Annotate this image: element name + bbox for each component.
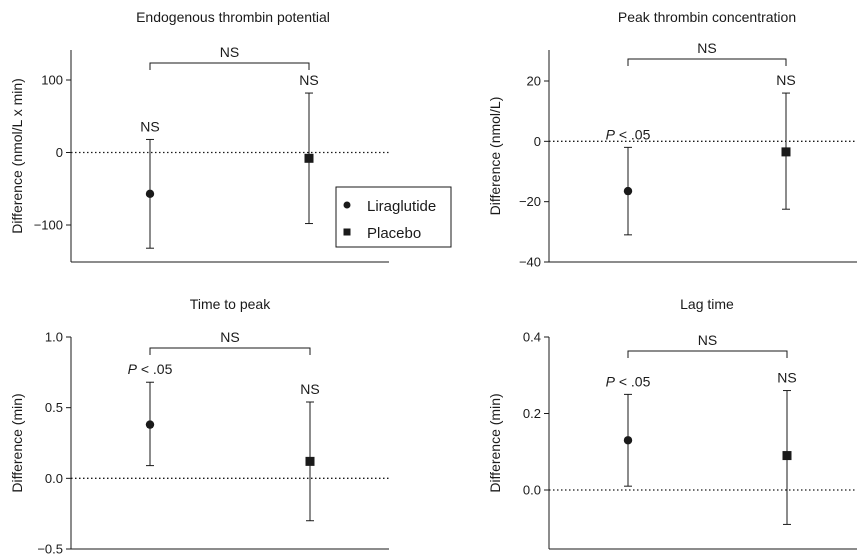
- comparison-bracket: [149, 62, 310, 70]
- significance-label-placebo: NS: [776, 72, 795, 88]
- y-tick-label: 0.4: [523, 330, 541, 345]
- significance-label-placebo: NS: [299, 72, 318, 88]
- point-liraglutide: [623, 436, 633, 445]
- legend-marker-placebo: [343, 228, 351, 236]
- chart-title: Time to peak: [190, 296, 271, 312]
- y-tick-label: −40: [519, 255, 541, 270]
- point-liraglutide: [623, 186, 633, 196]
- chart-panel-1: Endogenous thrombin potential Difference …: [9, 9, 389, 263]
- y-tick-label: −20: [519, 194, 541, 209]
- legend-label-placebo: Placebo: [367, 225, 421, 242]
- y-tick-label: 0: [534, 134, 541, 149]
- bracket-label: NS: [220, 329, 239, 345]
- legend-marker-liraglutide: [343, 201, 351, 209]
- legend-label-liraglutide: Liraglutide: [367, 198, 436, 215]
- p-value: < .05: [615, 126, 651, 142]
- point-liraglutide: [145, 189, 155, 199]
- chart-panel-2: Peak thrombin concentration Difference (n…: [487, 9, 857, 270]
- y-tick-label: 0.0: [45, 471, 63, 486]
- chart-title: Endogenous thrombin potential: [136, 9, 330, 25]
- y-tick-label: 0.2: [523, 406, 541, 421]
- p-value: < .05: [137, 361, 173, 377]
- comparison-bracket: [149, 347, 311, 355]
- significance-label-placebo: NS: [300, 381, 319, 397]
- chart-title: Peak thrombin concentration: [618, 9, 796, 25]
- y-tick-label: 20: [527, 74, 541, 89]
- p-value: < .05: [615, 373, 651, 389]
- legend: Liraglutide Placebo: [335, 186, 452, 248]
- y-tick-label: 0.0: [523, 483, 541, 498]
- p-letter: P: [128, 361, 138, 377]
- y-axis-label: Difference (min): [487, 393, 503, 492]
- comparison-bracket: [627, 350, 788, 358]
- y-tick-label: 100: [41, 73, 63, 88]
- significance-label-liraglutide: NS: [140, 118, 159, 134]
- y-tick-label: −100: [34, 218, 63, 233]
- chart-panel-4: Lag time Difference (min) 0.4 0.2 0.0 NS P < .…: [487, 296, 857, 550]
- significance-label-liraglutide: P < .05: [128, 361, 173, 377]
- y-tick-label: −0.5: [37, 542, 63, 556]
- point-liraglutide: [145, 420, 155, 429]
- point-placebo: [305, 456, 315, 466]
- point-placebo: [781, 147, 791, 157]
- y-axis-label: Difference (nmol/L): [487, 97, 503, 216]
- p-letter: P: [606, 126, 616, 142]
- y-axis-label: Difference (nmol/L x min): [9, 78, 25, 234]
- bracket-label: NS: [220, 44, 239, 60]
- legend-box: [335, 186, 452, 248]
- comparison-bracket: [627, 58, 787, 66]
- point-placebo: [304, 153, 314, 163]
- y-tick-label: 1.0: [45, 330, 63, 345]
- bracket-label: NS: [698, 332, 717, 348]
- point-placebo: [782, 451, 792, 461]
- bracket-label: NS: [697, 40, 716, 56]
- significance-label-liraglutide: P < .05: [606, 126, 651, 142]
- chart-title: Lag time: [680, 296, 734, 312]
- p-letter: P: [606, 373, 616, 389]
- y-tick-label: 0.5: [45, 400, 63, 415]
- y-axis-label: Difference (min): [9, 393, 25, 492]
- significance-label-liraglutide: P < .05: [606, 373, 651, 389]
- significance-label-placebo: NS: [777, 370, 796, 386]
- y-tick-label: 0: [56, 145, 63, 160]
- chart-panel-3: Time to peak Difference (min) 1.0 0.5 0.0 −0.…: [9, 296, 389, 556]
